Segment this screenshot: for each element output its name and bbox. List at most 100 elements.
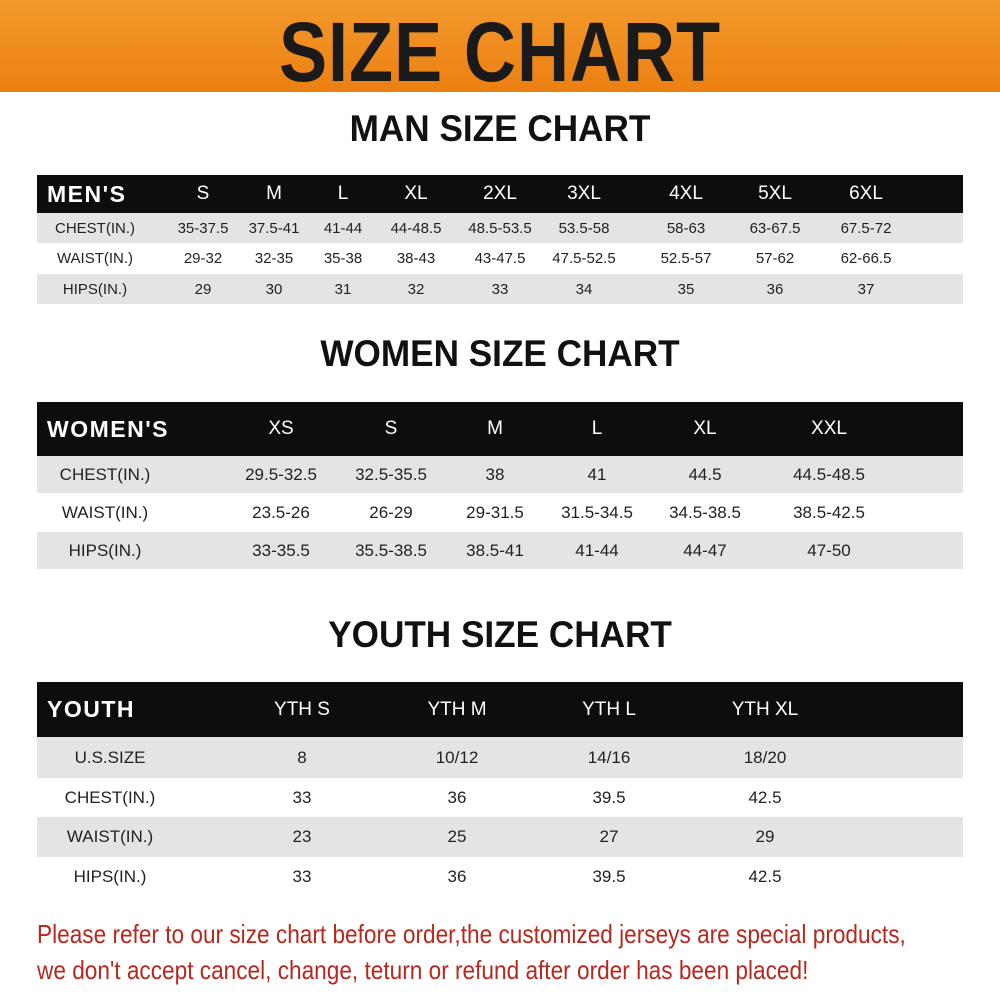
table-cell: 29: [194, 280, 212, 298]
table-cell: 41-44: [575, 540, 619, 560]
table-cell: 27: [599, 827, 619, 846]
title-banner: SIZE CHART: [0, 0, 1000, 99]
table-row: CHEST(IN.) 29.5-32.5 32.5-35.5 38 41 44.5 44.5…: [37, 456, 963, 493]
size-header: YTH XL: [731, 698, 799, 720]
row-label: U.S.SIZE: [74, 747, 146, 767]
table-cell: 23.5-26: [252, 502, 310, 522]
table-cell: 32-35: [254, 250, 294, 267]
table-row: WAIST(IN.) 23.5-26 26-29 29-31.5 31.5-34.5 34…: [37, 493, 963, 532]
table-cell: 33: [292, 867, 312, 886]
size-header: 2XL: [483, 183, 517, 204]
size-header: YTH L: [582, 698, 636, 720]
table-cell: 10/12: [435, 747, 479, 767]
notice-line-2: we don't accept cancel, change, teturn o…: [37, 955, 809, 985]
size-header: XXL: [811, 418, 847, 439]
table-row: HIPS(IN.) 33 36 39.5 42.5: [37, 857, 963, 897]
table-cell: 52.5-57: [660, 250, 712, 267]
table-cell: 33: [491, 280, 509, 298]
size-header: S: [196, 183, 210, 204]
table-cell: 8: [297, 747, 307, 767]
table-cell: 43-47.5: [474, 250, 526, 267]
table-cell: 44-48.5: [390, 219, 442, 237]
table-header-label: YOUTH: [47, 696, 135, 722]
table-cell: 41-44: [323, 219, 363, 237]
row-label: CHEST(IN.): [55, 219, 135, 237]
table-cell: 67.5-72: [840, 219, 892, 237]
size-header: S: [384, 418, 398, 439]
table-cell: 63-67.5: [749, 219, 801, 237]
size-header: L: [591, 418, 603, 439]
table-cell: 37.5-41: [248, 219, 300, 237]
row-label: HIPS(IN.): [68, 540, 142, 560]
table-header-label: WOMEN'S: [47, 415, 170, 442]
table-cell: 33: [292, 787, 312, 807]
table-cell: 36: [766, 280, 784, 298]
table-cell: 44.5: [688, 464, 722, 484]
table-cell: 48.5-53.5: [468, 219, 532, 237]
table-cell: 39.5: [592, 787, 626, 807]
table-cell: 36: [447, 787, 467, 807]
table-cell: 47.5-52.5: [552, 250, 616, 267]
table-cell: 18/20: [743, 747, 787, 767]
table-cell: 32: [407, 280, 425, 298]
table-cell: 31.5-34.5: [561, 502, 633, 522]
table-header-row: YOUTH YTH S YTH M YTH L YTH XL: [37, 682, 963, 737]
table-cell: 37: [857, 280, 875, 298]
size-header: XL: [693, 418, 717, 439]
table-cell: 35: [677, 280, 695, 298]
table-cell: 25: [447, 827, 467, 846]
page-title: SIZE CHART: [278, 5, 722, 99]
table-row: WAIST(IN.) 29-32 32-35 35-38 38-43 43-47.5 47.…: [37, 243, 963, 274]
size-header: 4XL: [669, 183, 703, 204]
table-cell: 29: [755, 827, 775, 846]
table-cell: 29-31.5: [466, 502, 524, 522]
table-row: WAIST(IN.) 23 25 27 29: [37, 817, 963, 857]
table-cell: 47-50: [807, 540, 851, 560]
table-cell: 38.5-42.5: [793, 502, 865, 522]
size-header: 5XL: [758, 183, 792, 204]
table-cell: 36: [447, 867, 467, 886]
notice-line-1: Please refer to our size chart before or…: [37, 919, 906, 949]
table-row: CHEST(IN.) 35-37.5 37.5-41 41-44 44-48.5 48.5…: [37, 213, 963, 243]
table-row: U.S.SIZE 8 10/12 14/16 18/20: [37, 737, 963, 778]
table-cell: 26-29: [369, 502, 413, 522]
table-cell: 62-66.5: [840, 250, 892, 267]
table-header-row: WOMEN'S XS S M L XL XXL: [37, 402, 963, 456]
table-cell: 42.5: [748, 867, 782, 886]
table-cell: 41: [587, 464, 607, 484]
table-cell: 35-37.5: [177, 219, 229, 237]
table-cell: 38-43: [396, 250, 436, 267]
men-section-title: MAN SIZE CHART: [349, 108, 651, 149]
size-header: M: [266, 183, 282, 204]
table-row: HIPS(IN.) 29 30 31 32 33 34 35 36 37: [37, 274, 963, 304]
table-cell: 38.5-41: [466, 540, 524, 560]
table-cell: 44.5-48.5: [793, 464, 865, 484]
table-cell: 34.5-38.5: [669, 502, 741, 522]
table-cell: 57-62: [755, 250, 795, 267]
youth-section-title: YOUTH SIZE CHART: [328, 614, 672, 655]
row-label: HIPS(IN.): [73, 867, 147, 886]
table-row: HIPS(IN.) 33-35.5 35.5-38.5 38.5-41 41-44 44-…: [37, 532, 963, 569]
table-cell: 58-63: [666, 219, 706, 237]
table-cell: 33-35.5: [252, 540, 310, 560]
table-cell: 31: [334, 280, 352, 298]
table-cell: 32.5-35.5: [355, 464, 427, 484]
size-header: M: [487, 418, 503, 439]
size-header: YTH M: [427, 698, 487, 720]
table-header-row: MEN'S S M L XL 2XL 3XL 4XL 5XL 6XL: [37, 175, 963, 213]
table-cell: 29.5-32.5: [245, 464, 317, 484]
table-cell: 39.5: [592, 867, 626, 886]
table-cell: 23: [292, 827, 312, 846]
table-cell: 14/16: [587, 747, 631, 767]
table-cell: 53.5-58: [558, 219, 610, 237]
women-section-title: WOMEN SIZE CHART: [320, 333, 680, 374]
table-cell: 35-38: [323, 250, 363, 267]
row-label: WAIST(IN.): [56, 250, 134, 267]
size-header: 6XL: [849, 183, 883, 204]
size-header: XL: [404, 183, 428, 204]
table-cell: 44-47: [683, 540, 727, 560]
table-cell: 30: [265, 280, 283, 298]
size-header: 3XL: [567, 183, 601, 204]
size-header: L: [337, 183, 349, 204]
table-cell: 38: [485, 464, 505, 484]
